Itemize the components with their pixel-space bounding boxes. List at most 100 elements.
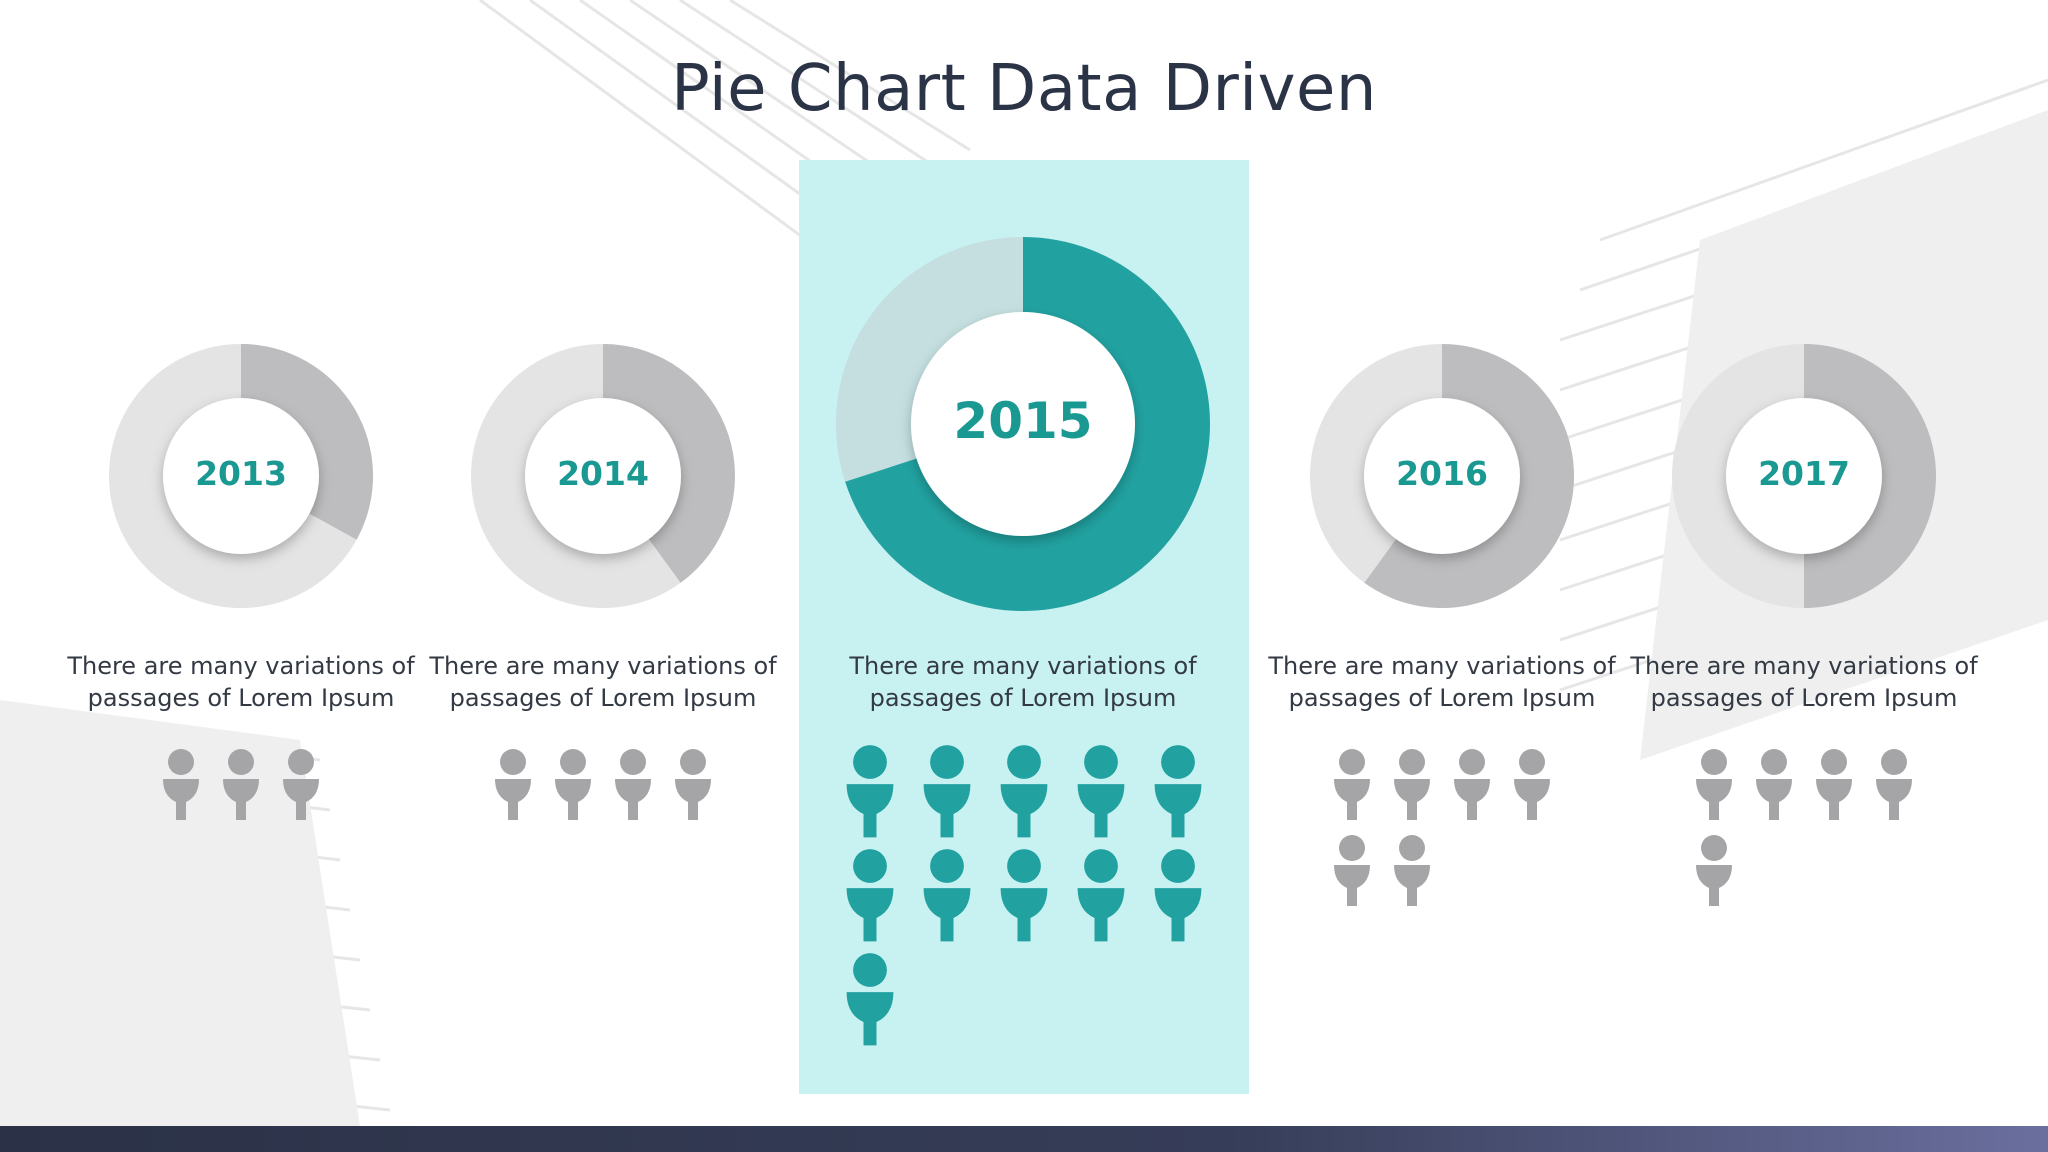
person-icon-body bbox=[923, 888, 971, 942]
person-icon-body bbox=[555, 779, 591, 820]
person-icon bbox=[1756, 749, 1792, 820]
person-icon-head bbox=[1161, 849, 1195, 883]
person-icon-head bbox=[1399, 749, 1425, 775]
person-icon bbox=[1334, 749, 1370, 820]
person-icon-body bbox=[1394, 779, 1430, 820]
person-icon-body bbox=[846, 992, 894, 1046]
description-2017: There are many variations of passages of… bbox=[1614, 650, 1994, 714]
description-line: There are many variations of bbox=[849, 652, 1197, 680]
person-icon bbox=[1077, 849, 1125, 942]
person-icon bbox=[615, 749, 651, 820]
person-icon-head bbox=[930, 849, 964, 883]
person-icon bbox=[1154, 849, 1202, 942]
person-icon-body bbox=[223, 779, 259, 820]
footer-bar bbox=[0, 1126, 2048, 1152]
person-icon-body bbox=[495, 779, 531, 820]
person-icon bbox=[1394, 749, 1430, 820]
person-icon-body bbox=[1154, 888, 1202, 942]
person-icon bbox=[1000, 849, 1048, 942]
person-icon bbox=[1000, 745, 1048, 838]
person-icon-head bbox=[1339, 749, 1365, 775]
person-icon-body bbox=[163, 779, 199, 820]
person-icon bbox=[283, 749, 319, 820]
person-icon-body bbox=[1696, 865, 1732, 906]
person-icon-head bbox=[853, 953, 887, 987]
description-line: passages of Lorem Ipsum bbox=[1650, 684, 1958, 712]
person-icon-head bbox=[1339, 835, 1365, 861]
person-icon-head bbox=[168, 749, 194, 775]
person-icon-head bbox=[560, 749, 586, 775]
year-label-2016: 2016 bbox=[1396, 454, 1488, 493]
year-label-2017: 2017 bbox=[1758, 454, 1850, 493]
person-icon-body bbox=[1756, 779, 1792, 820]
person-icon bbox=[846, 849, 894, 942]
description-2014: There are many variations of passages of… bbox=[413, 650, 793, 714]
donut-center-circle bbox=[163, 398, 319, 554]
year-label-2014: 2014 bbox=[557, 454, 649, 493]
donut-2013 bbox=[108, 344, 373, 608]
description-line: There are many variations of bbox=[1268, 652, 1616, 680]
donut-center-circle bbox=[1726, 398, 1882, 554]
year-label-2013: 2013 bbox=[195, 454, 287, 493]
description-2016: There are many variations of passages of… bbox=[1252, 650, 1632, 714]
person-icon-body bbox=[1816, 779, 1852, 820]
person-icon bbox=[846, 745, 894, 838]
person-icon-body bbox=[1000, 888, 1048, 942]
description-2015: There are many variations of passages of… bbox=[833, 650, 1213, 714]
person-icon bbox=[1394, 835, 1430, 906]
person-icon bbox=[675, 749, 711, 820]
person-icon-body bbox=[846, 888, 894, 942]
person-icon-head bbox=[1007, 745, 1041, 779]
donut-center-circle bbox=[525, 398, 681, 554]
person-icon-head bbox=[1399, 835, 1425, 861]
person-icon-head bbox=[1459, 749, 1485, 775]
person-icon-head bbox=[1161, 745, 1195, 779]
donut-2015 bbox=[835, 237, 1210, 611]
donut-2016 bbox=[1309, 344, 1575, 608]
person-icon-head bbox=[288, 749, 314, 775]
person-icon-head bbox=[1084, 745, 1118, 779]
person-icon bbox=[163, 749, 199, 820]
description-line: passages of Lorem Ipsum bbox=[1288, 684, 1596, 712]
person-icon bbox=[555, 749, 591, 820]
person-icon bbox=[1876, 749, 1912, 820]
person-icon-head bbox=[1007, 849, 1041, 883]
description-line: passages of Lorem Ipsum bbox=[869, 684, 1177, 712]
description-line: passages of Lorem Ipsum bbox=[449, 684, 757, 712]
person-icon-body bbox=[1394, 865, 1430, 906]
person-icon bbox=[1154, 745, 1202, 838]
person-icon-head bbox=[680, 749, 706, 775]
description-line: There are many variations of bbox=[429, 652, 777, 680]
person-icon-body bbox=[1077, 888, 1125, 942]
person-icon-body bbox=[1514, 779, 1550, 820]
person-icon bbox=[923, 745, 971, 838]
person-icon-body bbox=[1000, 784, 1048, 838]
person-icon-body bbox=[615, 779, 651, 820]
person-icon bbox=[1816, 749, 1852, 820]
donut-center-circle bbox=[911, 312, 1135, 536]
person-icon bbox=[846, 953, 894, 1046]
person-icon-head bbox=[1761, 749, 1787, 775]
person-icon-body bbox=[846, 784, 894, 838]
person-icon-body bbox=[923, 784, 971, 838]
person-icon-head bbox=[1881, 749, 1907, 775]
person-icon-body bbox=[1334, 865, 1370, 906]
person-icon bbox=[1696, 749, 1732, 820]
person-icon bbox=[1514, 749, 1550, 820]
person-icon-body bbox=[1077, 784, 1125, 838]
person-icon-head bbox=[500, 749, 526, 775]
person-icon-body bbox=[1454, 779, 1490, 820]
person-icon-head bbox=[620, 749, 646, 775]
donut-2014 bbox=[470, 344, 736, 608]
person-icon-head bbox=[1701, 749, 1727, 775]
person-icon-body bbox=[675, 779, 711, 820]
person-icon-head bbox=[1821, 749, 1847, 775]
person-icon-body bbox=[1154, 784, 1202, 838]
description-2013: There are many variations of passages of… bbox=[51, 650, 431, 714]
person-icon-body bbox=[283, 779, 319, 820]
person-icon-head bbox=[853, 849, 887, 883]
description-line: passages of Lorem Ipsum bbox=[87, 684, 395, 712]
person-icon-head bbox=[930, 745, 964, 779]
